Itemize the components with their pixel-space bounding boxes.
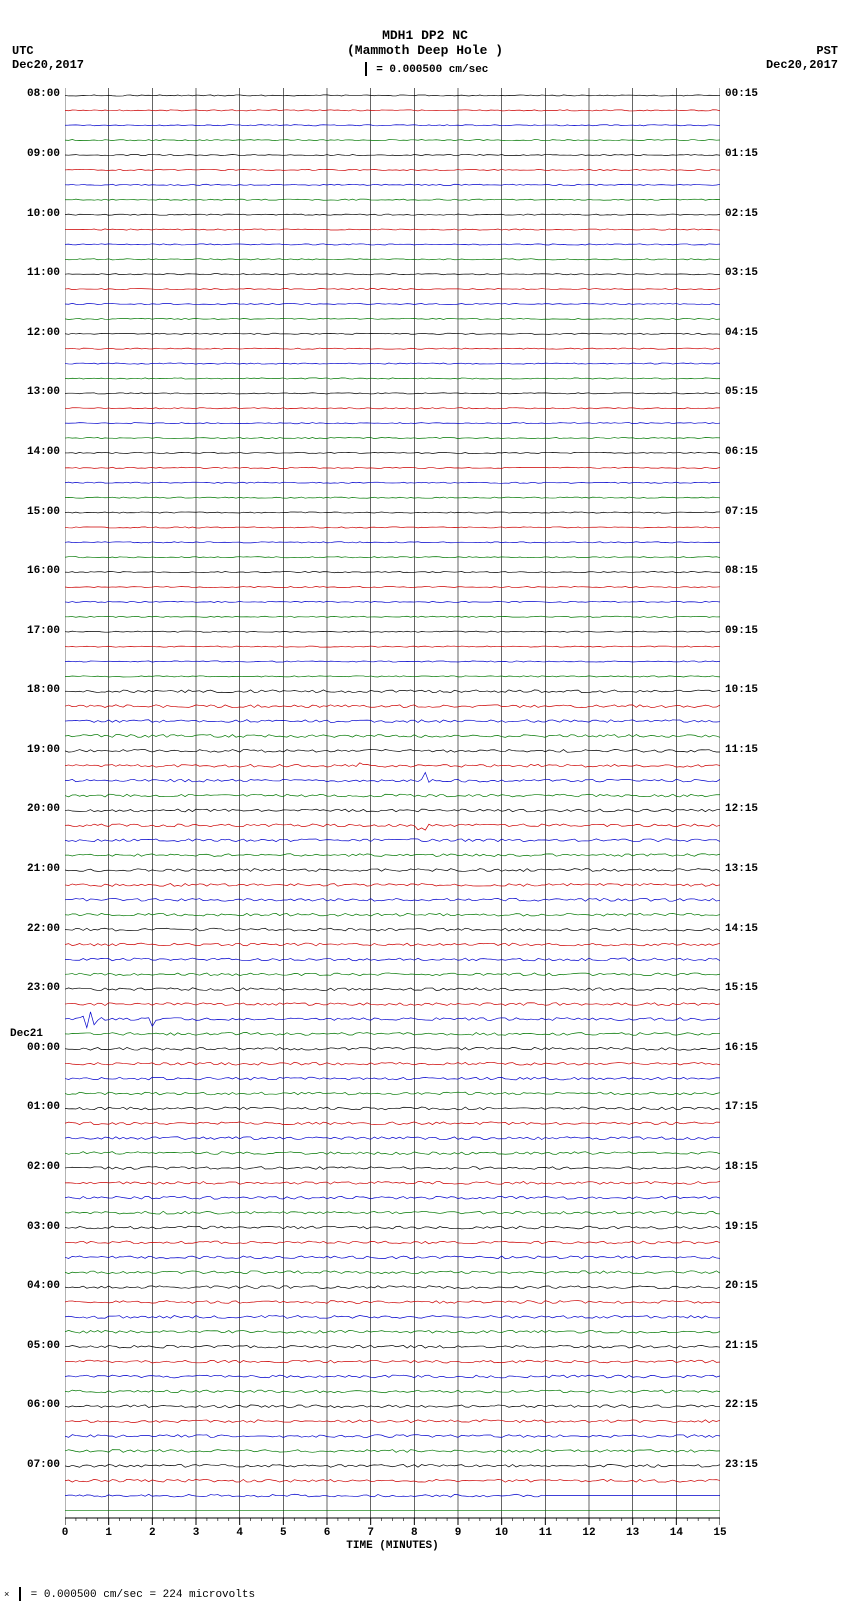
x-tick-label: 3 <box>186 1527 206 1539</box>
pst-time-label: 11:15 <box>725 744 775 756</box>
utc-time-label: 21:00 <box>10 863 60 875</box>
pst-time-label: 04:15 <box>725 327 775 339</box>
pst-time-label: 15:15 <box>725 982 775 994</box>
pst-time-label: 16:15 <box>725 1042 775 1054</box>
utc-time-label: 11:00 <box>10 267 60 279</box>
utc-time-label: 10:00 <box>10 208 60 220</box>
x-tick-label: 2 <box>142 1527 162 1539</box>
x-tick-label: 6 <box>317 1527 337 1539</box>
utc-date: Dec20,2017 <box>12 58 84 72</box>
utc-time-label: 22:00 <box>10 923 60 935</box>
pst-label: PST <box>816 44 838 58</box>
scale-bar-icon <box>365 62 367 76</box>
utc-time-label: 07:00 <box>10 1459 60 1471</box>
title-line-2: (Mammoth Deep Hole ) <box>0 43 850 58</box>
x-tick-label: 8 <box>404 1527 424 1539</box>
plot-area <box>65 88 720 1518</box>
utc-time-label: 04:00 <box>10 1280 60 1292</box>
scale-header: = 0.000500 cm/sec <box>0 62 850 76</box>
pst-time-label: 14:15 <box>725 923 775 935</box>
x-tick-label: 7 <box>361 1527 381 1539</box>
utc-time-label: 19:00 <box>10 744 60 756</box>
utc-time-label: 13:00 <box>10 386 60 398</box>
x-tick-label: 9 <box>448 1527 468 1539</box>
utc-time-label: 06:00 <box>10 1399 60 1411</box>
utc-label: UTC <box>12 44 34 58</box>
pst-time-label: 19:15 <box>725 1221 775 1233</box>
utc-time-label: 15:00 <box>10 506 60 518</box>
helicorder-container: UTC Dec20,2017 PST Dec20,2017 MDH1 DP2 N… <box>0 0 850 1613</box>
pst-time-label: 06:15 <box>725 446 775 458</box>
x-tick-label: 15 <box>710 1527 730 1539</box>
pst-time-label: 00:15 <box>725 88 775 100</box>
pst-time-label: 23:15 <box>725 1459 775 1471</box>
pst-time-label: 22:15 <box>725 1399 775 1411</box>
pst-time-label: 17:15 <box>725 1101 775 1113</box>
utc-time-label: 09:00 <box>10 148 60 160</box>
utc-time-label: 23:00 <box>10 982 60 994</box>
utc-time-label: 17:00 <box>10 625 60 637</box>
footer-scale-bar-icon <box>19 1587 21 1601</box>
pst-time-label: 12:15 <box>725 803 775 815</box>
x-axis-title: TIME (MINUTES) <box>65 1540 720 1552</box>
pst-time-label: 03:15 <box>725 267 775 279</box>
utc-time-label: 05:00 <box>10 1340 60 1352</box>
pst-date: Dec20,2017 <box>766 58 838 72</box>
utc-time-label: 20:00 <box>10 803 60 815</box>
x-tick-label: 5 <box>273 1527 293 1539</box>
pst-time-label: 02:15 <box>725 208 775 220</box>
pst-time-label: 08:15 <box>725 565 775 577</box>
x-tick-label: 12 <box>579 1527 599 1539</box>
pst-time-label: 13:15 <box>725 863 775 875</box>
chart-title: MDH1 DP2 NC (Mammoth Deep Hole ) = 0.000… <box>0 0 850 76</box>
x-tick-label: 4 <box>230 1527 250 1539</box>
pst-time-label: 07:15 <box>725 506 775 518</box>
pst-time-label: 01:15 <box>725 148 775 160</box>
x-tick-label: 10 <box>492 1527 512 1539</box>
footer-text: = 0.000500 cm/sec = 224 microvolts <box>31 1589 255 1601</box>
utc-time-label: 12:00 <box>10 327 60 339</box>
pst-time-label: 09:15 <box>725 625 775 637</box>
utc-time-label: 16:00 <box>10 565 60 577</box>
pst-time-label: 18:15 <box>725 1161 775 1173</box>
utc-time-label: 01:00 <box>10 1101 60 1113</box>
utc-time-label: 03:00 <box>10 1221 60 1233</box>
footer-scale: × = 0.000500 cm/sec = 224 microvolts <box>4 1587 255 1601</box>
utc-time-label: 18:00 <box>10 684 60 696</box>
x-tick-label: 11 <box>535 1527 555 1539</box>
helicorder-svg <box>65 88 720 1548</box>
x-tick-label: 14 <box>666 1527 686 1539</box>
pst-time-label: 10:15 <box>725 684 775 696</box>
x-tick-label: 1 <box>99 1527 119 1539</box>
utc-time-label: 14:00 <box>10 446 60 458</box>
dec21-label: Dec21 <box>10 1028 43 1040</box>
utc-time-label: 08:00 <box>10 88 60 100</box>
utc-time-label: 02:00 <box>10 1161 60 1173</box>
title-line-1: MDH1 DP2 NC <box>0 28 850 43</box>
pst-time-label: 05:15 <box>725 386 775 398</box>
pst-time-label: 20:15 <box>725 1280 775 1292</box>
x-tick-label: 13 <box>623 1527 643 1539</box>
utc-time-label: 00:00 <box>10 1042 60 1054</box>
scale-value: = 0.000500 cm/sec <box>376 64 488 76</box>
x-tick-label: 0 <box>55 1527 75 1539</box>
pst-time-label: 21:15 <box>725 1340 775 1352</box>
